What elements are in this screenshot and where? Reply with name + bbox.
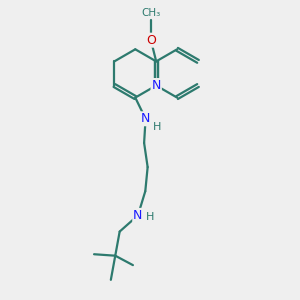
Text: H: H [153,122,161,132]
Text: N: N [133,209,142,222]
Text: N: N [152,79,161,92]
Text: CH₃: CH₃ [141,8,160,18]
Text: N: N [141,112,150,125]
Text: O: O [146,34,156,47]
Text: H: H [146,212,154,222]
